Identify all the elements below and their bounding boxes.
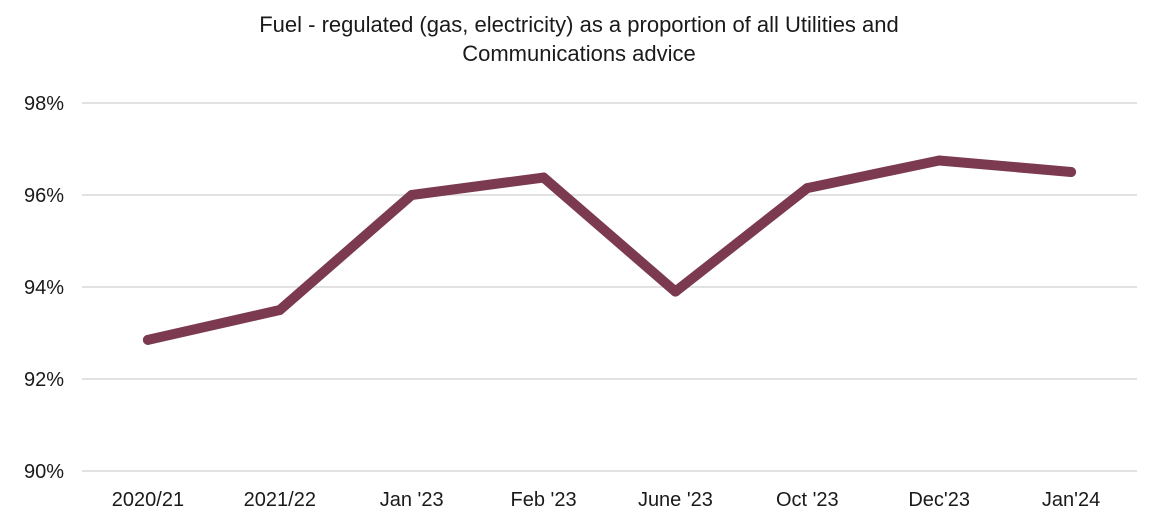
series-layer <box>142 155 1077 345</box>
data-point <box>142 334 153 345</box>
series-line <box>142 155 1077 345</box>
data-point <box>670 286 681 297</box>
data-point <box>406 190 417 200</box>
y-tick-label: 90% <box>24 461 64 483</box>
data-point <box>1066 167 1077 177</box>
y-tick-label: 98% <box>24 93 64 115</box>
x-tick-label: Dec'23 <box>908 489 970 511</box>
x-tick-label: June '23 <box>638 489 713 511</box>
data-point <box>934 155 945 166</box>
y-tick-label: 94% <box>24 277 64 299</box>
x-tick-label: Feb '23 <box>511 489 577 511</box>
data-point <box>538 172 549 183</box>
x-tick-label: 2020/21 <box>112 489 184 511</box>
x-axis-tick-labels: 2020/21 2021/22 Jan '23 Feb '23 June '23 Oct … <box>112 489 1100 511</box>
x-tick-label: Jan '23 <box>380 489 444 511</box>
y-axis-tick-labels: 90% 92% 94% 96% 98% <box>24 93 64 483</box>
gridlines <box>82 102 1137 472</box>
y-tick-label: 92% <box>24 369 64 391</box>
data-point <box>274 305 285 315</box>
chart-title-line-2: Communications advice <box>462 41 696 66</box>
x-tick-label: 2021/22 <box>244 489 316 511</box>
y-tick-label: 96% <box>24 185 64 207</box>
x-tick-label: Jan'24 <box>1042 489 1100 511</box>
x-tick-label: Oct '23 <box>776 489 839 511</box>
chart-title: Fuel - regulated (gas, electricity) as a… <box>0 10 1158 68</box>
chart-title-line-1: Fuel - regulated (gas, electricity) as a… <box>259 12 899 37</box>
data-point <box>802 183 813 194</box>
